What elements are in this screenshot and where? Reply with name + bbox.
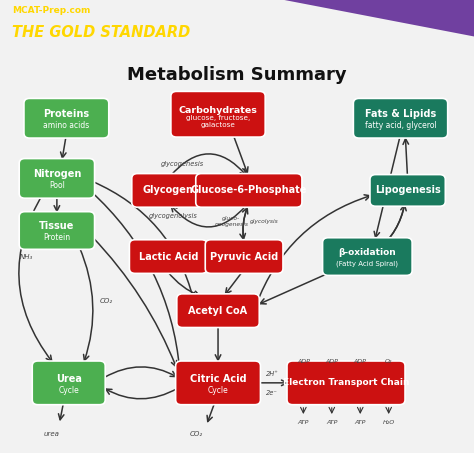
Text: Glucose-6-Phosphate: Glucose-6-Phosphate — [191, 185, 307, 195]
Text: Glycogen: Glycogen — [143, 185, 194, 195]
FancyBboxPatch shape — [19, 212, 94, 249]
Text: CO₂: CO₂ — [190, 431, 203, 437]
Text: Protein: Protein — [43, 233, 71, 242]
Text: Nitrogen: Nitrogen — [33, 169, 81, 179]
Text: THE GOLD STANDARD: THE GOLD STANDARD — [12, 25, 190, 40]
Text: amino acids: amino acids — [43, 121, 90, 130]
Text: Pool: Pool — [49, 181, 65, 190]
Text: Metabolism Summary: Metabolism Summary — [127, 66, 347, 84]
Text: 2H⁺: 2H⁺ — [266, 371, 278, 376]
Text: H₂O: H₂O — [383, 420, 395, 425]
FancyBboxPatch shape — [196, 173, 302, 207]
FancyBboxPatch shape — [132, 173, 205, 207]
Text: glycogenesis: glycogenesis — [161, 161, 204, 167]
Text: Cycle: Cycle — [58, 386, 79, 395]
Text: CO₂: CO₂ — [100, 298, 113, 304]
Text: Lactic Acid: Lactic Acid — [138, 251, 198, 261]
Polygon shape — [284, 0, 474, 37]
Text: glycogenolysis: glycogenolysis — [148, 213, 198, 219]
FancyBboxPatch shape — [171, 92, 265, 137]
FancyBboxPatch shape — [175, 361, 261, 405]
Text: fatty acid, glycerol: fatty acid, glycerol — [365, 121, 437, 130]
Text: Acetyl CoA: Acetyl CoA — [189, 306, 247, 316]
Text: NH₃: NH₃ — [19, 254, 33, 260]
Text: ATP: ATP — [326, 420, 337, 425]
Text: ADP: ADP — [297, 359, 310, 364]
Text: ATP: ATP — [298, 420, 309, 425]
Text: ATP: ATP — [355, 420, 366, 425]
FancyBboxPatch shape — [32, 361, 105, 405]
Text: urea: urea — [43, 431, 59, 437]
Text: Carbohydrates: Carbohydrates — [179, 106, 257, 115]
Text: glycolysis: glycolysis — [250, 219, 279, 224]
Text: Proteins: Proteins — [43, 109, 90, 119]
Text: Cycle: Cycle — [208, 386, 228, 395]
Text: ADP: ADP — [325, 359, 338, 364]
Text: Urea: Urea — [56, 374, 82, 384]
Text: gluco-
neogenesis: gluco- neogenesis — [214, 216, 248, 226]
Text: Citric Acid: Citric Acid — [190, 374, 246, 384]
Text: Electron Transport Chain: Electron Transport Chain — [283, 378, 409, 387]
FancyBboxPatch shape — [129, 240, 207, 274]
Text: MCAT-Prep.com: MCAT-Prep.com — [12, 6, 90, 15]
Text: Tissue: Tissue — [39, 222, 74, 231]
Text: 2e⁻: 2e⁻ — [266, 390, 278, 396]
FancyBboxPatch shape — [205, 240, 283, 274]
FancyBboxPatch shape — [353, 98, 447, 138]
FancyBboxPatch shape — [24, 98, 109, 138]
Text: Lipogenesis: Lipogenesis — [375, 185, 440, 195]
Text: (Fatty Acid Spiral): (Fatty Acid Spiral) — [337, 260, 398, 267]
FancyBboxPatch shape — [370, 174, 445, 206]
Text: ADP: ADP — [354, 359, 367, 364]
Text: Pyruvic Acid: Pyruvic Acid — [210, 251, 278, 261]
FancyBboxPatch shape — [322, 238, 412, 275]
Text: Fats & Lipids: Fats & Lipids — [365, 109, 436, 119]
Text: β-oxidation: β-oxidation — [338, 248, 396, 257]
FancyBboxPatch shape — [19, 159, 94, 198]
Text: glucose, fructose,
galactose: glucose, fructose, galactose — [186, 115, 250, 128]
Text: O₂: O₂ — [385, 359, 392, 364]
FancyBboxPatch shape — [287, 361, 405, 405]
FancyBboxPatch shape — [177, 294, 259, 328]
